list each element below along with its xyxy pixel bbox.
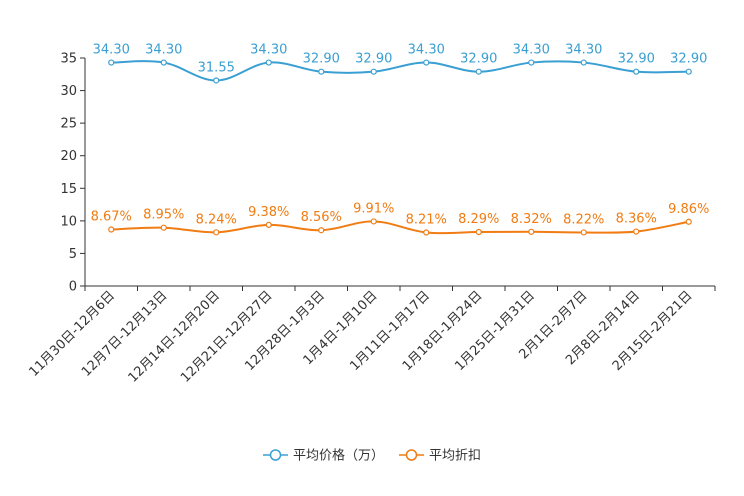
data-point[interactable]	[108, 59, 115, 66]
legend-marker	[269, 449, 282, 461]
data-label: 8.21%	[406, 213, 447, 228]
x-tick-label: 11月30日-12月6日	[26, 288, 118, 380]
data-label: 34.30	[93, 43, 130, 58]
y-tick-label: 30	[60, 84, 77, 99]
series-line	[111, 220, 689, 235]
y-tick-label: 0	[69, 280, 77, 295]
data-point[interactable]	[633, 228, 640, 235]
legend-item-avg-price[interactable]: 平均价格（万）	[263, 448, 384, 464]
data-point[interactable]	[265, 221, 272, 228]
data-point[interactable]	[685, 218, 692, 225]
data-label: 32.90	[618, 52, 655, 67]
data-label: 8.67%	[91, 210, 132, 225]
data-point[interactable]	[423, 59, 430, 66]
data-point[interactable]	[108, 226, 115, 233]
y-tick-label: 35	[60, 52, 77, 67]
legend-item-avg-discount[interactable]: 平均折扣	[399, 449, 481, 464]
series-layer: 34.30 34.30 31.55 34.30 32.90 32.90 34.30 32.90…	[91, 43, 709, 236]
data-point[interactable]	[213, 77, 220, 84]
data-label: 34.30	[408, 43, 445, 58]
data-label: 9.38%	[248, 205, 289, 220]
data-point[interactable]	[213, 229, 220, 236]
x-tick-label: 12月21日-12月27日	[178, 288, 275, 385]
data-label: 8.56%	[301, 210, 342, 225]
y-tick-label: 10	[60, 214, 77, 229]
data-point[interactable]	[633, 68, 640, 75]
data-point[interactable]	[685, 68, 692, 75]
series-line	[111, 60, 689, 82]
series-avg-discount: 8.67% 8.95% 8.24% 9.38% 8.56% 9.91% 8.21% 8.29%…	[91, 201, 709, 236]
data-label: 34.30	[565, 43, 602, 58]
data-label: 32.90	[303, 52, 340, 67]
data-label: 32.90	[355, 52, 392, 67]
data-label: 8.95%	[143, 208, 184, 223]
legend-label: 平均折扣	[429, 449, 481, 464]
data-label: 8.29%	[458, 212, 499, 227]
y-tick-label: 15	[60, 182, 77, 197]
y-tick-label: 20	[60, 149, 77, 164]
legend[interactable]: 平均价格（万） 平均折扣	[263, 448, 481, 464]
data-label: 34.30	[250, 43, 287, 58]
data-point[interactable]	[370, 68, 377, 75]
data-label: 8.32%	[511, 212, 552, 227]
data-label: 9.91%	[353, 201, 394, 216]
data-point[interactable]	[318, 68, 325, 75]
data-point[interactable]	[528, 59, 535, 66]
data-label: 8.22%	[563, 212, 604, 227]
data-point[interactable]	[475, 68, 482, 75]
x-tick-label: 12月14日-12月20日	[126, 288, 223, 385]
data-label: 8.24%	[196, 212, 237, 227]
data-point[interactable]	[160, 224, 167, 231]
y-tick-label: 25	[60, 117, 77, 132]
series-avg-price: 34.30 34.30 31.55 34.30 32.90 32.90 34.30 32.90…	[93, 43, 707, 84]
data-label: 32.90	[670, 52, 707, 67]
data-label: 9.86%	[668, 202, 709, 217]
y-tick-label: 5	[69, 247, 77, 262]
data-point[interactable]	[318, 227, 325, 234]
data-point[interactable]	[370, 218, 377, 225]
data-point[interactable]	[528, 228, 535, 235]
data-label: 32.90	[460, 52, 497, 67]
data-point[interactable]	[580, 59, 587, 66]
data-label: 31.55	[198, 60, 235, 75]
data-label: 34.30	[513, 43, 550, 58]
data-point[interactable]	[423, 229, 430, 236]
legend-label: 平均价格（万）	[293, 448, 384, 464]
data-point[interactable]	[160, 59, 167, 66]
data-label: 34.30	[145, 43, 182, 58]
data-point[interactable]	[475, 228, 482, 236]
data-point[interactable]	[265, 59, 272, 66]
data-label: 8.36%	[616, 212, 657, 227]
data-point[interactable]	[580, 229, 587, 236]
legend-marker	[405, 449, 418, 461]
